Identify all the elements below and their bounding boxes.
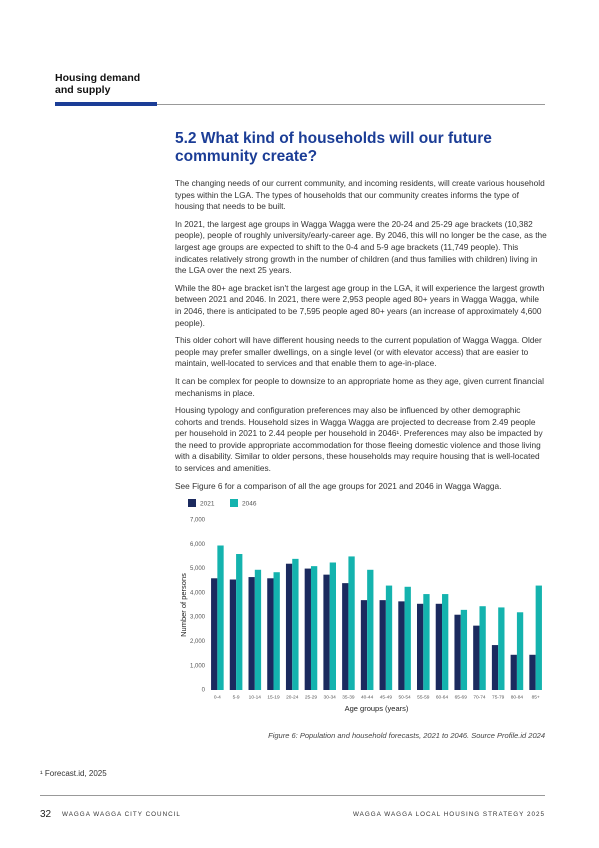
page-number: 32	[40, 809, 52, 820]
bar	[442, 594, 449, 690]
bar	[435, 603, 443, 690]
bar	[285, 563, 293, 690]
rule	[157, 104, 545, 105]
bar	[236, 554, 243, 690]
y-tick-label: 3,000	[190, 615, 206, 621]
paragraph: See Figure 6 for a comparison of all the…	[175, 480, 502, 491]
y-tick-label: 7,000	[190, 518, 206, 524]
y-tick-label: 2,000	[190, 639, 206, 645]
bar	[248, 577, 255, 690]
bar	[491, 645, 499, 690]
caption: Figure 6: Population and household forec…	[268, 731, 545, 740]
paragraph: In 2021, the largest age groups in Wagga…	[175, 218, 547, 276]
bar	[229, 579, 237, 690]
bar	[292, 558, 299, 690]
legend-swatch	[188, 499, 196, 507]
bar	[367, 569, 374, 690]
x-tick-label: 40-44	[361, 694, 374, 700]
content: 5.2 What kind of households will our fut…	[175, 130, 547, 498]
y-tick-label: 0	[202, 688, 206, 694]
legend-label: 2021	[200, 501, 215, 508]
paragraph: This older cohort will have different ho…	[175, 335, 542, 369]
bar	[516, 612, 524, 690]
paragraph: The changing needs of our current commun…	[175, 178, 545, 212]
bar	[498, 607, 505, 690]
x-tick-label: 55-59	[417, 694, 430, 700]
bar	[254, 569, 262, 690]
bar	[385, 585, 393, 690]
footnote: ¹ Forecast.id, 2025	[40, 769, 107, 778]
footer-right: WAGGA WAGGA LOCAL HOUSING STRATEGY 2025	[352, 811, 545, 818]
bar	[454, 614, 461, 690]
bar	[417, 603, 424, 690]
bar	[510, 654, 517, 690]
bar	[479, 606, 486, 690]
x-tick-label: 75-79	[492, 694, 505, 700]
bar	[398, 601, 405, 690]
bar	[348, 556, 355, 690]
x-tick-label: 70-74	[473, 694, 486, 700]
footer-left: WAGGA WAGGA CITY COUNCIL	[62, 811, 181, 818]
x-tick-label: 10-14	[249, 694, 262, 700]
x-tick-label: 5-9	[233, 694, 240, 700]
y-tick-label: 1,000	[190, 663, 206, 669]
section-title: Housing demand and supply	[55, 72, 141, 96]
bar	[360, 600, 368, 690]
x-tick-label: 20-24	[286, 694, 299, 700]
y-tick-label: 6,000	[190, 542, 206, 548]
x-tick-label: 25-29	[305, 694, 318, 700]
y-tick-label: 5,000	[190, 566, 206, 572]
paragraph: While the 80+ age bracket isn't the larg…	[175, 282, 545, 328]
x-tick-label: 50-54	[398, 694, 411, 700]
rule	[40, 795, 545, 796]
bar	[329, 562, 336, 690]
y-tick-label: 4,000	[190, 590, 206, 596]
bar	[211, 578, 218, 690]
paragraph: Housing typology and configuration prefe…	[175, 405, 543, 474]
x-tick-label: 0-4	[214, 694, 221, 700]
x-tick-label: 65-69	[455, 694, 468, 700]
bar	[267, 578, 274, 690]
bar	[423, 594, 430, 690]
heading: 5.2 What kind of households will our fut…	[175, 130, 492, 165]
bar	[342, 583, 349, 690]
bar	[404, 586, 411, 690]
bar	[310, 566, 318, 690]
bar	[460, 609, 468, 690]
x-tick-label: 60-64	[436, 694, 449, 700]
x-tick-label: 35-39	[342, 694, 355, 700]
bar	[529, 654, 536, 690]
bar	[535, 585, 542, 690]
chart: 0 1,000 2,000 3,000 4,000 5,000 6,000 7,000 Numb…	[179, 499, 542, 713]
x-tick-label: 80-84	[511, 694, 524, 700]
paragraph: It can be complex for people to downsize…	[175, 375, 544, 398]
x-tick-label: 45-49	[380, 694, 393, 700]
accent-rule	[55, 102, 157, 106]
x-axis-title: Age groups (years)	[345, 704, 409, 713]
bar	[379, 600, 386, 690]
bar	[217, 545, 224, 690]
bar	[473, 625, 480, 690]
legend-label: 2046	[242, 501, 257, 508]
bar	[273, 572, 280, 690]
x-tick-label: 85+	[532, 694, 540, 700]
bar	[323, 574, 330, 690]
x-tick-label: 15-19	[267, 694, 280, 700]
x-tick-label: 30-34	[324, 694, 337, 700]
y-axis-title: Number of persons	[179, 573, 188, 637]
legend-swatch	[230, 499, 238, 507]
bar	[304, 568, 311, 690]
